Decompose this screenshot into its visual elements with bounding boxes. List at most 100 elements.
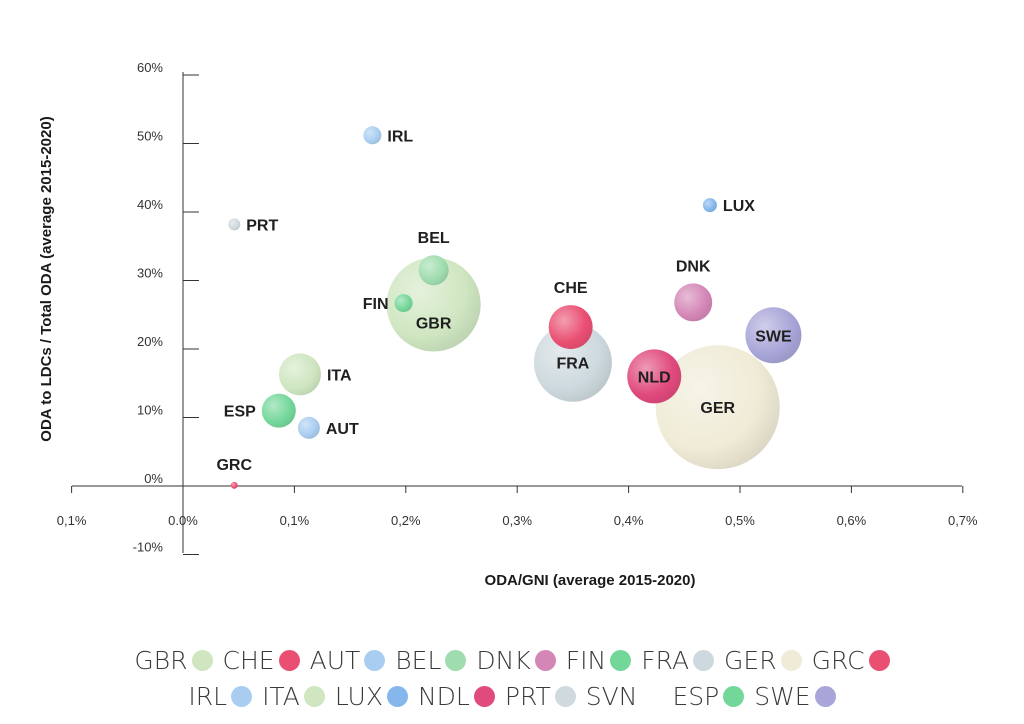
- x-ticks: 0,1% 0.0% 0,1% 0,2% 0,3% 0,4% 0,5% 0,6% 0,7%: [57, 486, 978, 528]
- legend-swatch: [610, 650, 632, 671]
- legend-label: CHE: [222, 646, 275, 675]
- bubble-nld: [627, 349, 682, 404]
- legend-item-svn: SVN: [586, 682, 663, 711]
- x-tick-label: 0,1%: [57, 513, 87, 528]
- point-label-gbr: GBR: [416, 315, 452, 332]
- x-tick-label: 0,1%: [280, 513, 310, 528]
- bubbles: [228, 126, 802, 489]
- legend-label: BEL: [395, 646, 442, 675]
- point-label-irl: IRL: [387, 128, 413, 145]
- legend-item-lux: LUX: [335, 682, 408, 711]
- bubble-ita: [278, 353, 321, 396]
- y-tick-label: 60%: [137, 60, 163, 75]
- point-label-ita: ITA: [327, 367, 352, 384]
- legend-swatch: [364, 650, 386, 671]
- y-tick-label: 30%: [137, 266, 163, 281]
- legend-label: GBR: [134, 646, 188, 675]
- x-tick-label: 0.0%: [168, 513, 198, 528]
- legend-swatch: [641, 686, 663, 707]
- bubble-fin: [394, 294, 413, 313]
- point-label-prt: PRT: [246, 217, 278, 234]
- point-label-bel: BEL: [418, 230, 450, 247]
- x-tick-label: 0,2%: [391, 513, 421, 528]
- legend-row-2: IRL ITA LUX NDL PRT SVN ESP SWE: [0, 682, 1024, 711]
- legend-item-prt: PRT: [505, 682, 576, 711]
- y-tick-label: 0%: [144, 471, 163, 486]
- point-label-che: CHE: [554, 280, 588, 297]
- y-ticks: -10% 0% 10% 20% 30% 40% 50% 60%: [133, 60, 199, 555]
- bubble-ger: [655, 345, 780, 470]
- legend-swatch: [303, 686, 325, 707]
- point-label-fin: FIN: [363, 296, 389, 313]
- legend-label: GER: [724, 646, 777, 675]
- bubble-lux: [702, 198, 717, 213]
- bubble-chart: 0,1% 0.0% 0,1% 0,2% 0,3% 0,4% 0,5% 0,6% 0,7% -10…: [38, 60, 978, 589]
- legend-label: LUX: [334, 682, 383, 711]
- point-label-aut: AUT: [326, 421, 359, 438]
- point-label-fra: FRA: [556, 356, 589, 373]
- point-label-nld: NLD: [638, 369, 671, 386]
- legend-label: FRA: [641, 646, 690, 675]
- bubble-grc: [230, 481, 238, 489]
- legend-swatch: [191, 650, 213, 671]
- x-tick-label: 0,4%: [614, 513, 644, 528]
- bubble-che: [548, 305, 593, 350]
- bubble-aut: [297, 416, 320, 439]
- bubble-esp: [261, 393, 296, 428]
- y-axis-title: ODA to LDCs / Total ODA (average 2015-20…: [38, 116, 55, 441]
- bubble-dnk: [674, 283, 713, 322]
- legend-label: ITA: [262, 682, 300, 711]
- legend-swatch: [534, 650, 556, 671]
- legend-label: PRT: [504, 682, 551, 711]
- y-tick-label: 20%: [137, 334, 163, 349]
- legend-row-1: GBR CHE AUT BEL DNK FIN FRA GER GRC: [0, 646, 1024, 675]
- legend-item-dnk: DNK: [476, 646, 556, 675]
- point-label-lux: LUX: [723, 198, 755, 215]
- point-label-esp: ESP: [224, 404, 256, 421]
- bubble-swe: [745, 307, 802, 364]
- legend-item-fin: FIN: [566, 646, 632, 675]
- legend-item-esp: ESP: [672, 682, 745, 711]
- legend-swatch: [445, 650, 467, 671]
- y-tick-label: -10%: [133, 540, 164, 555]
- legend-swatch: [780, 650, 802, 671]
- legend-swatch: [868, 650, 890, 671]
- legend-label: AUT: [309, 646, 361, 675]
- legend-item-irl: IRL: [188, 682, 253, 711]
- bubble-gbr: [386, 257, 481, 352]
- point-label-grc: GRC: [216, 457, 252, 474]
- legend-label: ESP: [672, 682, 720, 711]
- legend-item-fra: FRA: [641, 646, 715, 675]
- legend-item-che: CHE: [223, 646, 300, 675]
- legend-label: SWE: [754, 682, 811, 711]
- legend-swatch: [814, 686, 836, 707]
- x-tick-label: 0,6%: [837, 513, 867, 528]
- point-label-swe: SWE: [755, 328, 792, 345]
- legend-swatch: [473, 686, 495, 707]
- legend-swatch: [278, 650, 300, 671]
- legend-item-ita: ITA: [262, 682, 325, 711]
- bubble-fra: [533, 323, 612, 402]
- legend-swatch: [231, 686, 253, 707]
- legend-label: GRC: [811, 646, 865, 675]
- legend-swatch: [554, 686, 576, 707]
- legend-item-ger: GER: [724, 646, 802, 675]
- y-tick-label: 10%: [137, 403, 163, 418]
- legend-item-bel: BEL: [395, 646, 467, 675]
- point-labels: GER GBR FRA SWE NLD CHE ITA DNK ESP BEL AUT FIN IRL L…: [216, 128, 792, 474]
- point-label-ger: GER: [700, 400, 735, 417]
- legend-swatch: [723, 686, 745, 707]
- y-tick-label: 50%: [137, 129, 163, 144]
- legend-item-grc: GRC: [812, 646, 890, 675]
- bubble-bel: [418, 255, 449, 286]
- x-axis-title: ODA/GNI (average 2015-2020): [485, 572, 696, 589]
- legend-item-swe: SWE: [754, 682, 836, 711]
- x-tick-label: 0,5%: [725, 513, 755, 528]
- legend-label: SVN: [585, 682, 638, 711]
- y-tick-label: 40%: [137, 197, 163, 212]
- legend-label: DNK: [476, 646, 531, 675]
- x-tick-label: 0,3%: [502, 513, 532, 528]
- legend-item-aut: AUT: [310, 646, 386, 675]
- point-label-dnk: DNK: [676, 258, 711, 275]
- bubble-prt: [228, 218, 241, 231]
